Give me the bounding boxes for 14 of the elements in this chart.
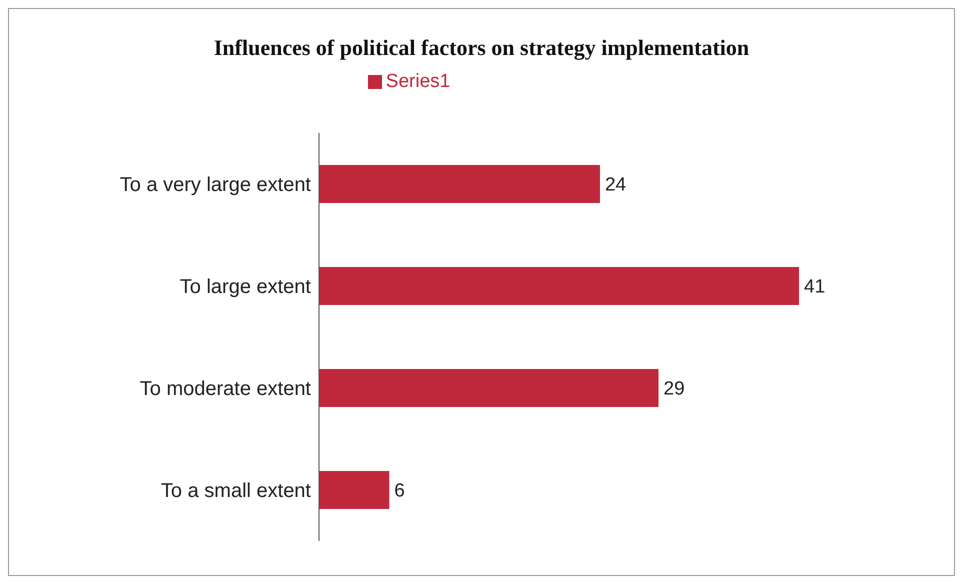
bar <box>319 471 390 509</box>
data-label: 24 <box>604 174 627 196</box>
data-label: 29 <box>664 378 685 400</box>
data-label: 6 <box>394 480 405 502</box>
bar <box>319 267 799 305</box>
y-tick-label: To large extent <box>180 276 312 298</box>
chart-title: Influences of political factors on strategy implementation <box>212 34 750 61</box>
y-tick-label: To a very large extent <box>120 174 312 196</box>
legend-label: Series1 <box>386 71 450 92</box>
bar <box>319 369 659 407</box>
data-label: 41 <box>804 276 826 298</box>
y-tick-label: To moderate extent <box>140 378 312 400</box>
y-tick-label: To a small extent <box>160 480 312 502</box>
bar <box>319 165 600 203</box>
